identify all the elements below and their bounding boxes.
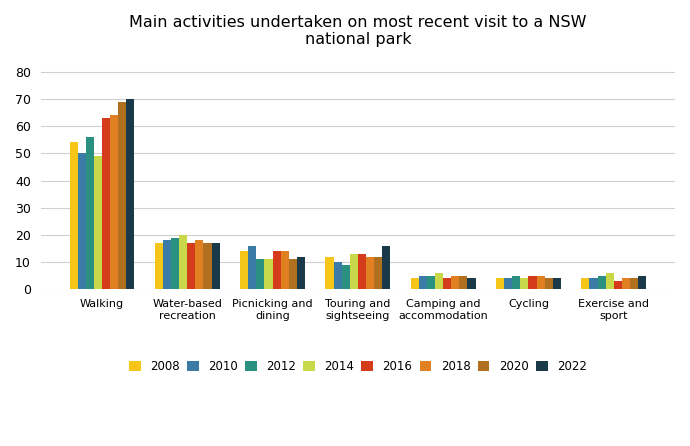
Bar bbox=[589, 278, 598, 289]
Bar bbox=[382, 246, 391, 289]
Bar bbox=[86, 137, 94, 289]
Bar bbox=[529, 276, 537, 289]
Bar bbox=[110, 116, 118, 289]
Bar bbox=[622, 278, 630, 289]
Bar bbox=[204, 243, 212, 289]
Bar bbox=[126, 99, 135, 289]
Bar bbox=[614, 281, 622, 289]
Bar bbox=[94, 156, 102, 289]
Bar bbox=[467, 278, 475, 289]
Bar bbox=[171, 238, 179, 289]
Bar bbox=[451, 276, 460, 289]
Bar bbox=[374, 256, 382, 289]
Bar bbox=[427, 276, 435, 289]
Bar bbox=[273, 251, 281, 289]
Bar bbox=[582, 278, 589, 289]
Bar bbox=[102, 118, 110, 289]
Bar bbox=[78, 153, 86, 289]
Bar bbox=[155, 243, 163, 289]
Title: Main activities undertaken on most recent visit to a NSW
national park: Main activities undertaken on most recen… bbox=[129, 15, 586, 47]
Bar bbox=[512, 276, 520, 289]
Bar bbox=[358, 254, 366, 289]
Bar bbox=[553, 278, 561, 289]
Bar bbox=[118, 102, 126, 289]
Bar bbox=[350, 254, 358, 289]
Bar bbox=[333, 262, 342, 289]
Bar bbox=[630, 278, 638, 289]
Bar bbox=[70, 142, 78, 289]
Bar bbox=[163, 240, 171, 289]
Bar bbox=[264, 259, 273, 289]
Bar bbox=[411, 278, 419, 289]
Bar bbox=[606, 273, 614, 289]
Bar bbox=[537, 276, 544, 289]
Bar bbox=[366, 256, 374, 289]
Bar bbox=[638, 276, 646, 289]
Bar bbox=[297, 256, 305, 289]
Legend: 2008, 2010, 2012, 2014, 2016, 2018, 2020, 2022: 2008, 2010, 2012, 2014, 2016, 2018, 2020… bbox=[129, 360, 586, 373]
Bar bbox=[248, 246, 257, 289]
Bar bbox=[419, 276, 427, 289]
Bar bbox=[257, 259, 264, 289]
Bar bbox=[187, 243, 195, 289]
Bar bbox=[212, 243, 219, 289]
Bar bbox=[289, 259, 297, 289]
Bar bbox=[240, 251, 248, 289]
Bar bbox=[520, 278, 529, 289]
Bar bbox=[504, 278, 512, 289]
Bar bbox=[179, 235, 187, 289]
Bar bbox=[326, 256, 333, 289]
Bar bbox=[435, 273, 443, 289]
Bar bbox=[496, 278, 504, 289]
Bar bbox=[544, 278, 553, 289]
Bar bbox=[342, 265, 350, 289]
Bar bbox=[281, 251, 289, 289]
Bar bbox=[195, 240, 204, 289]
Bar bbox=[460, 276, 467, 289]
Bar bbox=[598, 276, 606, 289]
Bar bbox=[443, 278, 451, 289]
